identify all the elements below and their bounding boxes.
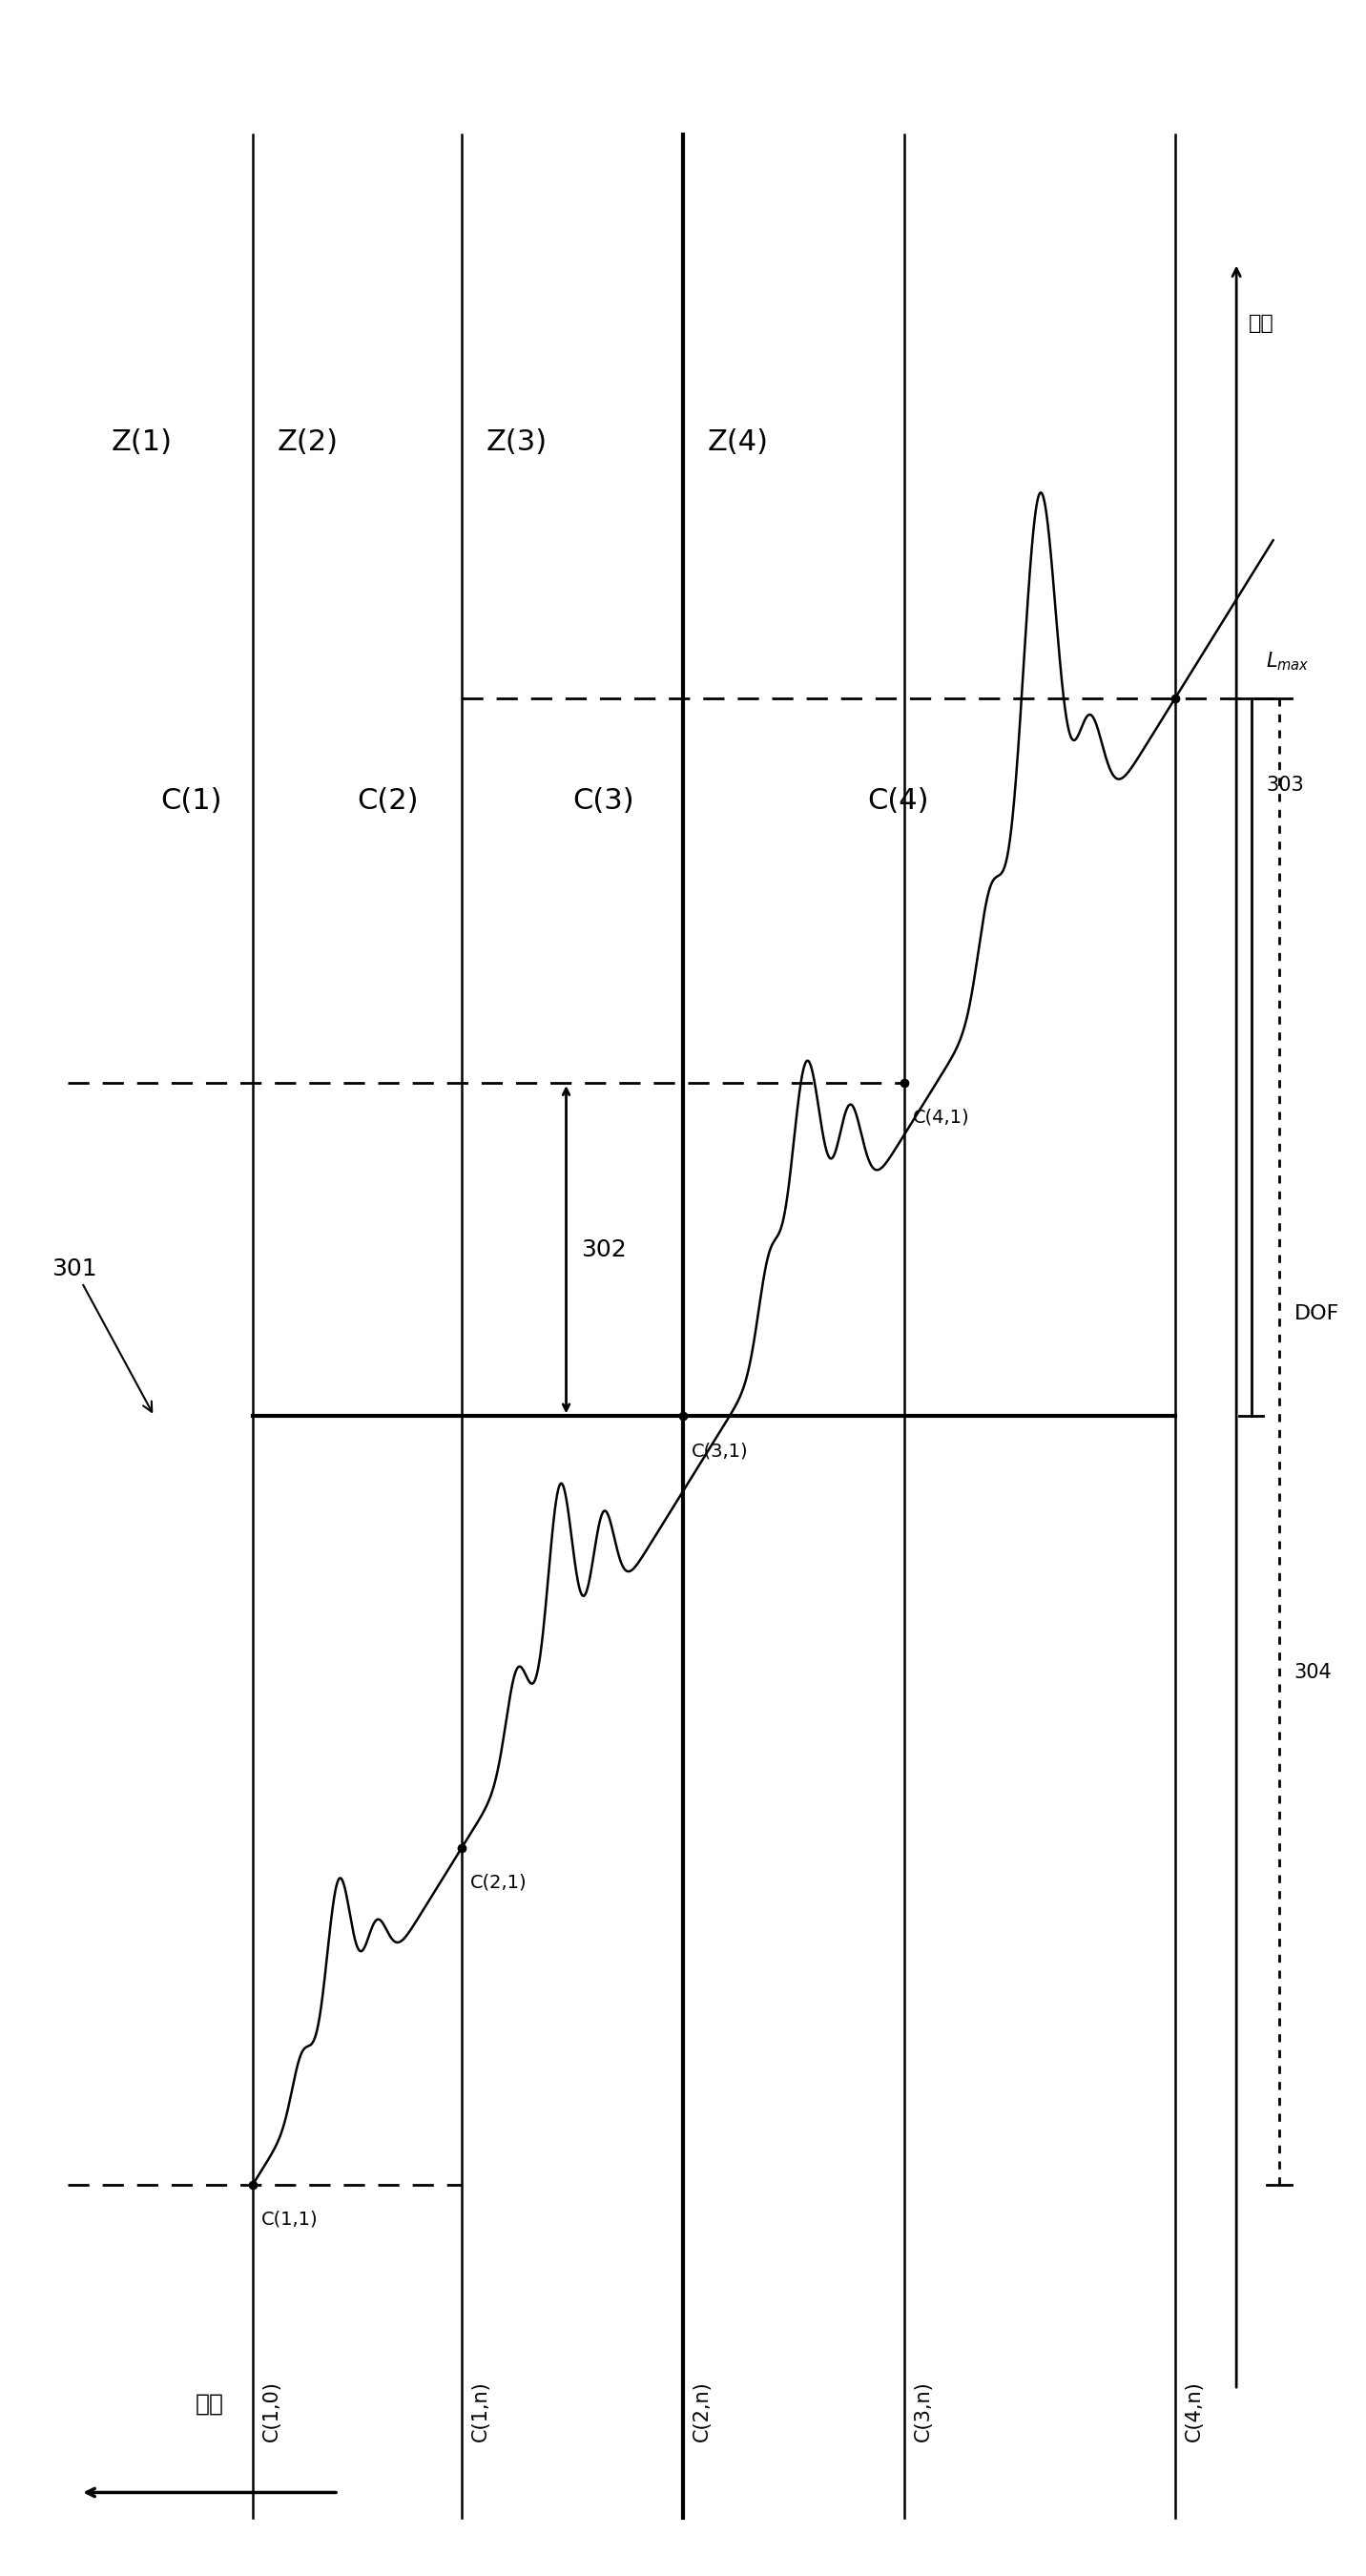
Text: C(4): C(4) (867, 788, 929, 814)
Text: C(1,1): C(1,1) (261, 2210, 318, 2228)
Text: C(2): C(2) (357, 788, 418, 814)
Text: C(3,1): C(3,1) (691, 1443, 749, 1461)
Text: Z(2): Z(2) (277, 428, 339, 456)
Text: Z(4): Z(4) (708, 428, 769, 456)
Text: 頻数: 頻数 (195, 2393, 224, 2416)
Text: C(1,n): C(1,n) (471, 2380, 490, 2442)
Text: 位置: 位置 (1249, 314, 1274, 332)
Text: 303: 303 (1266, 775, 1303, 793)
Text: C(2,n): C(2,n) (693, 2380, 712, 2442)
Text: Z(3): Z(3) (486, 428, 548, 456)
Text: DOF: DOF (1294, 1303, 1340, 1324)
Text: C(1,0): C(1,0) (262, 2380, 281, 2442)
Text: C(3,n): C(3,n) (914, 2380, 933, 2442)
Text: C(4,n): C(4,n) (1184, 2380, 1203, 2442)
Text: C(4,1): C(4,1) (912, 1108, 970, 1126)
Text: C(2,1): C(2,1) (470, 1873, 527, 1891)
Text: $L_{max}$: $L_{max}$ (1266, 649, 1310, 672)
Text: C(3): C(3) (572, 788, 634, 814)
Text: 302: 302 (581, 1239, 627, 1262)
Text: 304: 304 (1294, 1664, 1332, 1682)
Text: C(1): C(1) (160, 788, 221, 814)
Text: Z(1): Z(1) (111, 428, 172, 456)
Text: 301: 301 (52, 1257, 152, 1412)
